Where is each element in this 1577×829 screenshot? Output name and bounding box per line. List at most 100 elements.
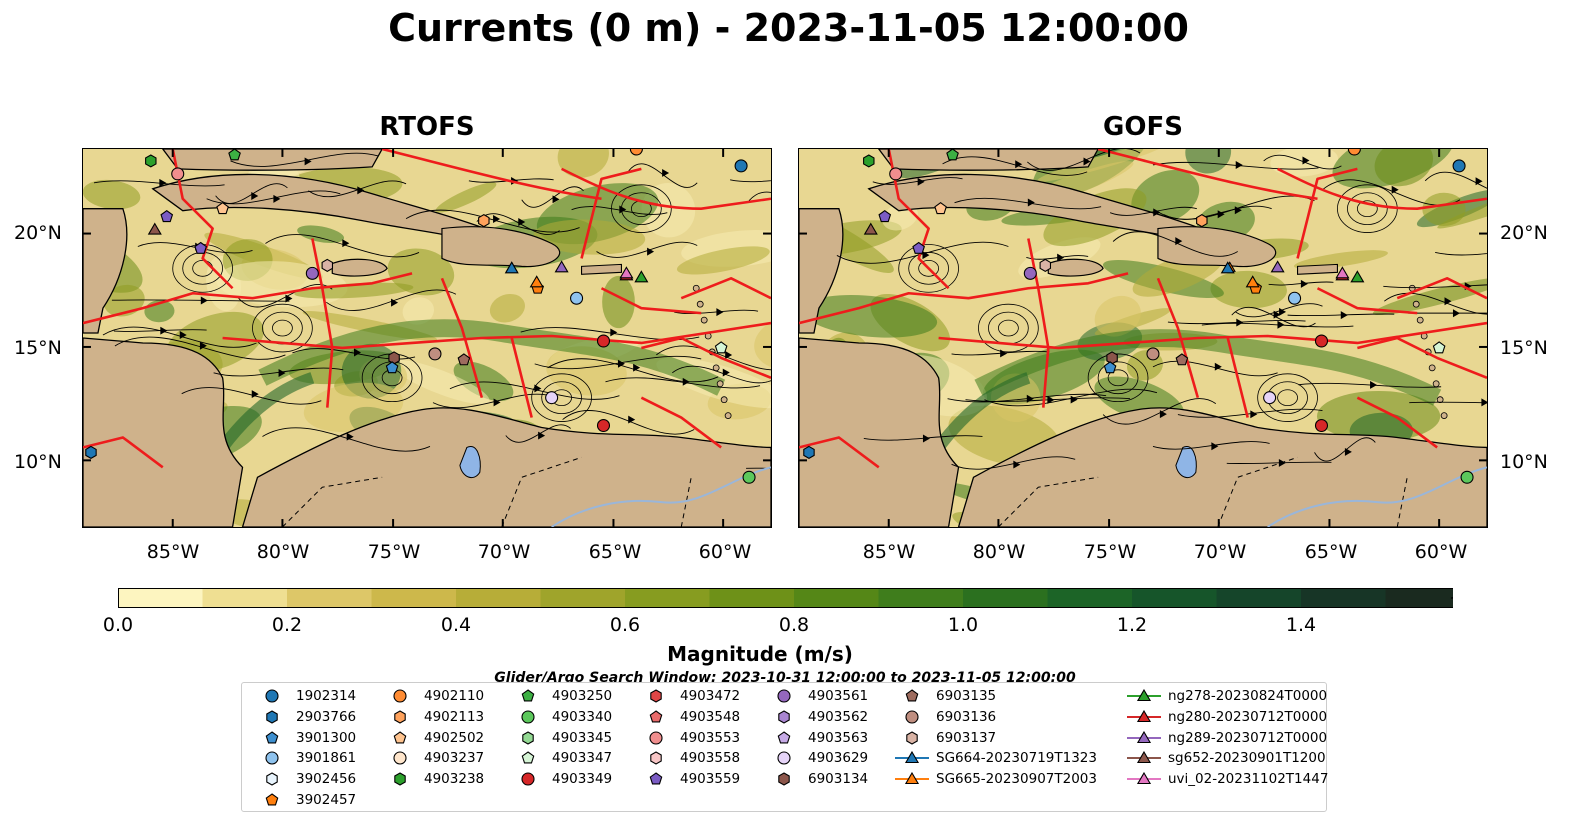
legend-item: 6903137 [894, 728, 996, 748]
colorbar-segment [709, 588, 795, 608]
colorbar-segment [1301, 588, 1386, 608]
legend-item: 4903559 [638, 769, 740, 789]
float-marker [1347, 149, 1361, 156]
map-rtofs[interactable] [82, 148, 772, 528]
glider-marker [1335, 266, 1350, 279]
float-marker [171, 167, 185, 181]
legend-marker-icon [778, 772, 790, 786]
legend-item: ng278-20230824T0000 [1126, 686, 1327, 706]
float-marker [1039, 258, 1052, 272]
panel-title-gofs: GOFS [1103, 112, 1183, 142]
legend-item: 4902110 [382, 686, 484, 706]
colorbar-label: Magnitude (m/s) [667, 642, 853, 666]
xtick-rtofs-80w: 80°W [256, 541, 310, 563]
colorbar-tick-0: 0.0 [102, 614, 134, 636]
legend-label: ng280-20230712T0000 [1168, 708, 1328, 725]
legend-label: ng278-20230824T0000 [1168, 688, 1328, 704]
legend-item: 2903766 [254, 707, 356, 727]
float-marker [803, 445, 815, 459]
colorbar-segment [202, 588, 288, 608]
legend-marker-icon [521, 751, 535, 764]
colorbar [118, 588, 1496, 608]
float-marker [934, 202, 947, 215]
legend-label: 4903559 [680, 771, 741, 788]
legend-item: 4903340 [510, 707, 612, 727]
legend-label: 3902457 [296, 792, 357, 808]
legend-label: 1902314 [296, 688, 357, 704]
legend-marker-icon [266, 772, 278, 786]
legend-label: uvi_02-20231102T1447 [1168, 771, 1329, 788]
float-marker [863, 154, 875, 168]
float-marker [457, 353, 471, 366]
legend-marker-icon [265, 689, 279, 703]
float-marker [1432, 341, 1446, 354]
float-marker [1314, 334, 1329, 348]
legend-marker-icon [777, 730, 791, 744]
xtick-gofs-80w: 80°W [972, 541, 1026, 563]
legend-item: 4903553 [638, 728, 740, 748]
colorbar-segment [1132, 588, 1217, 608]
legend-marker-icon [650, 751, 662, 766]
glider-marker [619, 266, 634, 279]
legend-item: ng289-20230712T0000 [1126, 728, 1327, 748]
legend-item: 4903563 [766, 728, 868, 748]
legend-label: 4903345 [552, 729, 613, 746]
float-marker [478, 214, 490, 228]
legend-label: 3902456 [296, 771, 357, 788]
float-marker [1103, 361, 1117, 374]
legend-marker-icon [1127, 751, 1161, 764]
colorbar-segment [540, 588, 626, 608]
legend-marker-icon [393, 730, 407, 744]
xtick-gofs-60w: 60°W [1414, 541, 1468, 563]
legend-item: 3902456 [254, 769, 356, 789]
float-marker [145, 154, 157, 168]
legend-label: 2903766 [296, 708, 357, 725]
colorbar-extend-arrow [1385, 588, 1496, 608]
map-gofs[interactable] [798, 148, 1488, 528]
float-marker [385, 361, 399, 374]
colorbar-segment [1216, 588, 1302, 608]
legend-marker-icon [1127, 688, 1161, 702]
legend-label: 4902502 [424, 729, 485, 746]
xtick-gofs-70w: 70°W [1193, 541, 1247, 563]
legend-label: 4902110 [424, 688, 485, 704]
legend-label: 4903340 [552, 708, 613, 725]
legend-item: 4903345 [510, 728, 612, 748]
float-marker [1452, 159, 1466, 173]
legend-marker-icon [266, 710, 278, 724]
legend-item: 4903629 [766, 748, 868, 768]
legend-item: 6903136 [894, 707, 996, 727]
ytick-right-20n: 20°N [1500, 222, 1548, 244]
colorbar-tick-3: 0.6 [609, 614, 641, 636]
colorbar-tick-4: 0.8 [778, 614, 810, 636]
legend-marker-icon [778, 710, 790, 724]
colorbar-segment [625, 588, 710, 608]
legend-marker-icon [895, 772, 929, 785]
float-marker [878, 209, 892, 223]
legend-marker-icon [394, 772, 406, 786]
colorbar-tick-1: 0.2 [271, 614, 303, 636]
legend-label: sg652-20230901T1200 [1168, 750, 1326, 767]
ytick-right-15n: 15°N [1500, 337, 1548, 359]
legend-item: 4903561 [766, 686, 868, 706]
colorbar-segment [963, 588, 1048, 608]
float-marker [734, 159, 748, 173]
float-marker [228, 149, 241, 161]
legend-label: 4903563 [808, 729, 869, 746]
legend-label: 4903548 [680, 708, 741, 725]
figure-title: Currents (0 m) - 2023-11-05 12:00:00 [388, 6, 1189, 50]
xtick-rtofs-60w: 60°W [698, 541, 752, 563]
float-marker [714, 341, 728, 354]
float-marker [160, 209, 174, 223]
colorbar-tick-2: 0.4 [440, 614, 472, 636]
legend-item: 4903558 [638, 748, 740, 768]
float-marker [1288, 291, 1302, 305]
glider-marker [504, 261, 519, 274]
legend-item: 4903548 [638, 707, 740, 727]
float-marker [1196, 214, 1208, 228]
float-marker [946, 149, 959, 161]
legend-item: 1902314 [254, 686, 356, 706]
legend-label: 6903137 [936, 729, 997, 746]
legend-marker-icon [522, 730, 534, 745]
panel-title-rtofs: RTOFS [379, 112, 475, 142]
